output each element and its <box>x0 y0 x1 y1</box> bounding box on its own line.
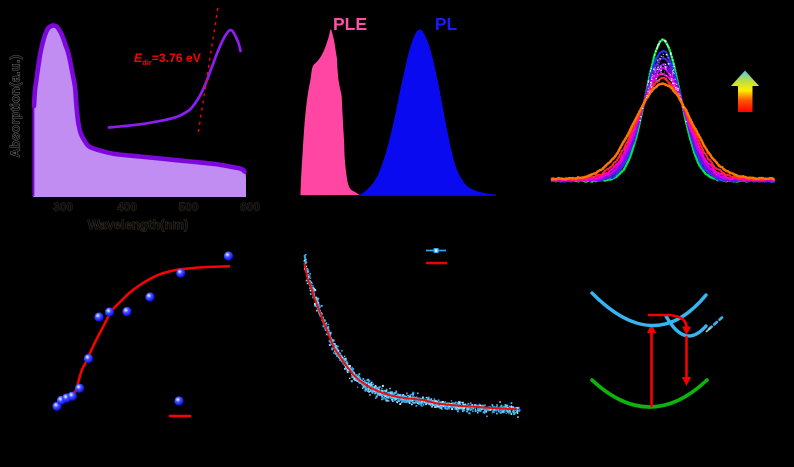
svg-text:300: 300 <box>53 200 73 214</box>
svg-text:PL: PL <box>435 14 458 34</box>
svg-text:600: 600 <box>240 200 260 214</box>
svg-text:500: 500 <box>178 200 198 214</box>
svg-text:Edir=3.76 eV: Edir=3.76 eV <box>134 51 202 67</box>
svg-text:Absorption(a.u.): Absorption(a.u.) <box>9 55 23 158</box>
svg-text:PLE: PLE <box>333 14 367 34</box>
svg-text:400: 400 <box>117 200 137 214</box>
svg-text:Wavelength(nm): Wavelength(nm) <box>88 217 189 232</box>
